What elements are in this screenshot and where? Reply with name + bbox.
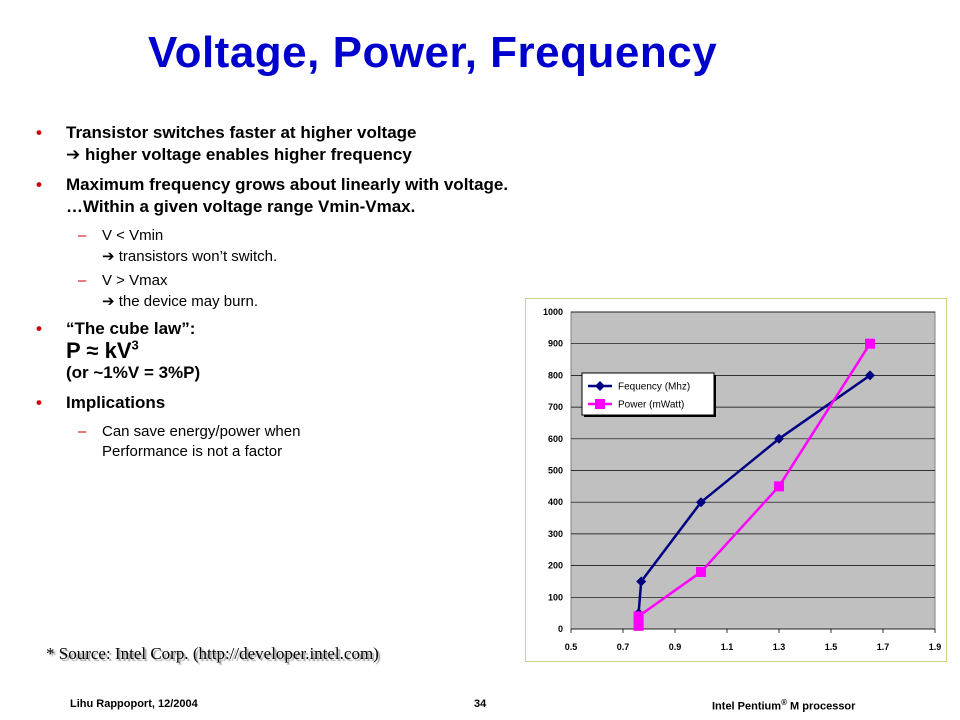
- formula-exponent: 3: [131, 337, 139, 353]
- data-point-power: [774, 481, 784, 492]
- arrow-right-icon: ➔: [102, 247, 115, 265]
- x-tick-label: 0.9: [669, 642, 682, 652]
- sub-bullet-text: Can save energy/power when: [102, 423, 301, 440]
- bullet-dot-icon: •: [36, 319, 42, 338]
- footer-product: Intel Pentium® M processor: [712, 698, 855, 713]
- chart-container: 0 100 200 300 400 500 600 700 800 900 1000 0.5 0.7 0.…: [525, 298, 947, 662]
- data-point-power: [865, 338, 875, 349]
- bullet-text: higher voltage enables higher frequency: [80, 145, 412, 164]
- arrow-right-icon: ➔: [66, 145, 81, 165]
- bullet-dot-icon: •: [36, 175, 42, 194]
- x-tick-label: 1.7: [877, 642, 890, 652]
- cube-law-formula: P ≈ kV3: [66, 337, 676, 363]
- formula-p: P: [66, 338, 81, 363]
- sub-bullet-vmax: – V > Vmax ➔ the device may burn.: [36, 271, 676, 312]
- x-tick-label: 0.5: [565, 642, 578, 652]
- y-tick-label: 800: [548, 370, 563, 380]
- sub-bullet-text: V < Vmin: [102, 227, 164, 244]
- data-point-frequency: [696, 497, 706, 508]
- x-tick-label: 1.5: [825, 642, 838, 652]
- footer-product-suffix: M processor: [786, 700, 856, 713]
- y-tick-label: 300: [548, 529, 563, 539]
- source-note: * Source: Intel Corp. (http://developer.…: [46, 644, 379, 663]
- sub-bullet-text: the device may burn.: [114, 293, 258, 310]
- bullet-voltage-speed: • Transistor switches faster at higher v…: [36, 122, 676, 166]
- dash-icon: –: [78, 423, 87, 440]
- y-tick-label: 200: [548, 561, 563, 571]
- data-point-power: [633, 611, 644, 622]
- sub-bullet-text: V > Vmax: [102, 272, 168, 289]
- formula-kv: kV: [104, 338, 132, 363]
- y-tick-label: 500: [548, 466, 563, 476]
- y-tick-label: 0: [558, 624, 563, 634]
- legend-label: Fequency (Mhz): [618, 382, 690, 393]
- arrow-right-icon: ➔: [102, 292, 115, 310]
- data-point-power: [633, 617, 644, 628]
- registered-mark: ®: [781, 698, 787, 707]
- sub-bullet-text: transistors won’t switch.: [114, 248, 278, 265]
- bullet-cube-law: • “The cube law”: P ≈ kV3 (or ~1%V = 3%P…: [36, 318, 676, 384]
- data-point-frequency: [865, 370, 875, 381]
- x-tick-label: 1.9: [929, 642, 942, 652]
- bullet-text: Implications: [66, 393, 166, 412]
- y-tick-label: 100: [548, 592, 563, 602]
- y-tick-label: 700: [548, 402, 563, 412]
- bullet-dot-icon: •: [36, 123, 42, 142]
- dash-icon: –: [78, 227, 87, 244]
- slide-title: Voltage, Power, Frequency: [148, 28, 718, 77]
- bullet-text: Maximum frequency grows about linearly w…: [66, 175, 509, 194]
- sub-bullet-vmin: – V < Vmin ➔ transistors won’t switch.: [36, 226, 676, 267]
- data-point-frequency: [636, 576, 647, 587]
- data-point-power: [696, 566, 706, 577]
- footer-page-number: 34: [474, 698, 487, 710]
- bullet-dot-icon: •: [36, 393, 42, 412]
- x-tick-label: 0.7: [617, 642, 630, 652]
- legend-label: Power (mWatt): [618, 400, 684, 411]
- y-tick-label: 600: [548, 434, 563, 444]
- bullet-implications: • Implications: [36, 392, 676, 414]
- dash-icon: –: [78, 272, 87, 289]
- y-tick-label: 1000: [543, 307, 563, 317]
- formula-approx: ≈: [86, 338, 99, 363]
- freq-power-chart: 0 100 200 300 400 500 600 700 800 900 1000 0.5 0.7 0.…: [543, 307, 942, 652]
- y-tick-label: 900: [548, 339, 563, 349]
- bullet-list: • Transistor switches faster at higher v…: [36, 122, 676, 466]
- x-tick-label: 1.1: [721, 642, 734, 652]
- bullet-max-frequency: • Maximum frequency grows about linearly…: [36, 174, 676, 218]
- footer-author: Lihu Rappoport, 12/2004: [70, 698, 198, 710]
- bullet-text: (or ~1%V = 3%P): [66, 363, 201, 382]
- bullet-text: “The cube law”:: [66, 319, 196, 338]
- x-tick-label: 1.3: [773, 642, 786, 652]
- y-tick-label: 400: [548, 497, 563, 507]
- sub-bullet-text: Performance is not a factor: [102, 443, 283, 460]
- footer-product-name: Intel Pentium: [712, 700, 782, 713]
- bullet-text: Transistor switches faster at higher vol…: [66, 123, 417, 142]
- data-point-frequency: [774, 433, 784, 444]
- bullet-text: …Within a given voltage range Vmin-Vmax.: [66, 197, 416, 216]
- data-point-power: [595, 399, 605, 409]
- data-point-frequency: [595, 381, 605, 391]
- sub-bullet-save-energy: – Can save energy/power when Performance…: [36, 422, 676, 462]
